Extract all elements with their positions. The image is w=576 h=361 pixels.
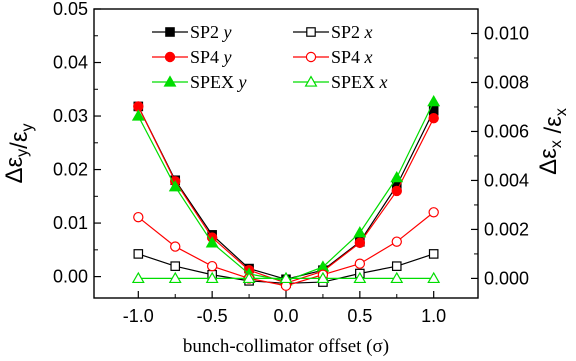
data-point [170,261,181,271]
x-axis-label: bunch-collimator offset (σ) [183,336,389,357]
y-tick-label: 0.03 [53,106,88,126]
legend-marker [163,75,177,87]
data-point [390,271,404,284]
data-point [428,207,439,218]
legend-label: SP2 y [190,22,232,42]
legend-entry: SP4 y [152,47,232,67]
legend-marker [165,27,175,37]
data-point [354,258,366,269]
data-point [133,249,144,259]
legend-entry: SP4 x [293,47,373,67]
y-tick-label: 0.00 [53,267,88,287]
data-point [390,170,404,183]
data-point [353,226,367,238]
legend-label: SP2 x [331,22,373,42]
y2-tick-label: 0.004 [484,170,529,190]
data-point [354,237,366,249]
y-tick-label: 0.01 [53,213,88,233]
y2-tick-label: 0.000 [484,268,529,288]
y2-tick-label: 0.008 [484,72,529,92]
legend-entry: SPEX y [152,72,247,92]
data-point [131,109,145,121]
data-point [391,236,402,247]
series-sp4-x [133,207,439,291]
legend-entry: SPEX x [293,72,388,92]
data-point [428,249,439,259]
data-point [131,271,145,284]
x-tick-label: 0.0 [273,306,298,326]
data-point [353,271,367,284]
y-tick-label: 0.04 [53,53,88,73]
y2-tick-label: 0.002 [484,219,529,239]
data-point [170,241,181,252]
data-point [242,271,256,284]
y-tick-label: 0.05 [53,0,88,19]
series-line [137,106,435,284]
data-point [133,211,144,223]
x-tick-label: 0.5 [347,306,372,326]
series-layer [131,94,441,291]
axis-labels: bunch-collimator offset (σ) Δεy/εy Δεx /ε… [1,108,570,357]
legend-label: SP4 x [331,47,373,67]
legend-entry: SP2 y [152,22,232,42]
x-tick-label: -0.5 [197,306,228,326]
data-point [168,180,182,192]
legend-marker [305,51,317,63]
data-point [168,271,182,284]
y-tick-label: 0.02 [53,160,88,180]
plot-frame [93,8,479,299]
legend-marker [306,27,316,37]
y2-tick-label: 0.010 [484,23,529,43]
axes-layer: -1.0 -0.5 0.0 0.5 1.0 0.00 0.01 0.02 0.03 0.04 0.0… [53,0,529,326]
data-point [316,271,330,284]
series-spex-x [131,271,441,284]
y2-tick-label: 0.006 [484,121,529,141]
x-tick-label: 1.0 [421,306,446,326]
data-point [391,185,402,197]
data-point [205,236,219,248]
data-point [391,261,402,271]
x-tick-label: -1.0 [123,306,154,326]
legend: SP2 y SP4 y SPEX y SP2 x SP4 x SPEX x [152,22,388,92]
data-point [428,112,439,124]
y2-axis-label: Δεx /εx [535,108,570,175]
series-sp4-y [133,101,439,289]
legend-label: SPEX x [331,72,388,92]
y-axis-label: Δεy/εy [1,123,36,183]
data-point [205,271,219,284]
legend-label: SPEX y [190,72,247,92]
legend-label: SP4 y [190,47,232,67]
legend-entry: SP2 x [293,22,373,42]
legend-marker [164,51,176,63]
data-point [427,271,441,284]
data-point [206,260,218,272]
data-point [427,94,441,107]
legend-marker [304,75,318,87]
data-point [279,271,293,284]
